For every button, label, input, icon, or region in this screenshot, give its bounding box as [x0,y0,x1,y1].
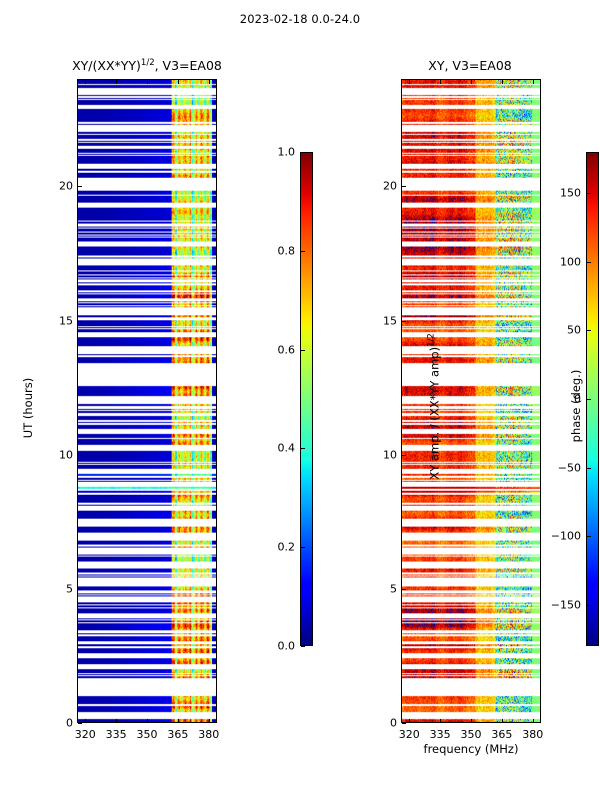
x-tick-mark [440,719,442,723]
x-tick-mark [471,719,472,723]
amplitude-colorbar-label-exponent: 1/2 [426,333,437,347]
colorbar-tick-mark [587,536,591,538]
y-tick-mark [402,588,406,590]
y-axis-label: UT (hours) [21,377,35,439]
y-tick-label: 20 [59,179,73,193]
colorbar-tick-label: 0.8 [277,244,296,258]
colorbar-tick-label: 0.6 [277,343,296,357]
phase-colorbar[interactable] [586,152,599,646]
y-tick-mark [78,320,82,322]
colorbar-tick-mark [587,193,591,195]
colorbar-tick-mark [301,547,305,549]
colorbar-tick-label: 1.0 [277,145,296,159]
x-axis-label: frequency (MHz) [423,742,519,756]
x-tick-mark-top [409,80,411,84]
x-tick-mark [147,719,148,723]
colorbar-tick-label: −150 [550,598,581,612]
x-tick-mark [85,719,87,723]
y-tick-mark [78,723,82,724]
colorbar-tick-mark [301,448,305,450]
y-tick-label: 5 [66,582,73,596]
colorbar-tick-label: 0 [574,392,581,406]
x-tick-mark [501,719,503,723]
colorbar-tick-mark [587,399,591,400]
colorbar-tick-label: 150 [560,186,581,200]
x-tick-label: 380 [522,728,544,741]
x-tick-mark-top [532,80,534,84]
y-tick-mark [78,588,82,590]
x-tick-mark-top [116,80,118,84]
x-tick-mark-top [471,80,472,84]
x-tick-mark-top [147,80,148,84]
left-panel-title-tail: , V3=EA08 [154,58,222,74]
colorbar-tick-mark [301,349,305,351]
colorbar-tick-label: 0.2 [277,540,296,554]
colorbar-tick-label: 0.0 [277,639,296,653]
x-tick-label: 320 [74,728,96,741]
colorbar-tick-label: −50 [557,461,581,475]
x-tick-mark-top [501,80,503,84]
colorbar-tick-mark [587,330,591,332]
y-tick-label: 10 [59,448,73,462]
left-panel-title: XY/(XX*YY)1/2, V3=EA08 [7,58,287,73]
x-tick-label: 350 [460,728,482,741]
x-tick-label: 380 [198,728,220,741]
x-tick-label: 335 [105,728,127,741]
x-tick-label: 365 [167,728,189,741]
x-tick-mark [208,719,210,723]
colorbar-tick-mark [587,467,591,469]
right-panel-title: XY, V3=EA08 [428,58,512,73]
x-tick-mark [177,719,179,723]
colorbar-tick-mark [301,646,305,647]
left-panel-title-exponent: 1/2 [140,58,155,68]
x-tick-mark-top [208,80,210,84]
phase-heatmap-image [402,80,540,722]
colorbar-tick-mark [301,250,305,252]
amplitude-heatmap-image [78,80,216,722]
y-tick-mark [402,320,406,322]
x-tick-label: 350 [136,728,158,741]
x-tick-mark-top [440,80,442,84]
amplitude-colorbar-label: XY amp. / (XX*YY amp)1/2 [427,241,442,571]
x-tick-mark [532,719,534,723]
x-tick-mark-top [177,80,179,84]
x-tick-label: 320 [398,728,420,741]
y-tick-label: 15 [59,314,73,327]
amplitude-heatmap-axes[interactable] [77,79,217,723]
figure-suptitle: 2023-02-18 0.0-24.0 [239,12,361,26]
phase-heatmap-axes[interactable] [401,79,541,723]
colorbar-tick-mark [587,261,591,263]
colorbar-tick-label: 50 [567,323,581,337]
y-tick-label: 20 [383,179,397,193]
phase-colorbar-gradient [587,153,598,645]
amplitude-colorbar-gradient [301,153,312,645]
amplitude-colorbar[interactable] [300,152,313,646]
y-tick-mark [402,186,406,188]
y-tick-mark [78,186,82,188]
colorbar-tick-mark [587,604,591,606]
colorbar-tick-label: 100 [560,255,581,269]
x-tick-label: 335 [429,728,451,741]
y-tick-label: 0 [66,716,73,730]
colorbar-tick-label: −100 [550,529,581,543]
y-tick-label: 5 [390,582,397,596]
amplitude-colorbar-label-main: XY amp. / (XX*YY amp) [427,346,442,480]
colorbar-tick-mark [301,152,305,153]
y-tick-mark [402,454,406,456]
y-tick-label: 0 [390,716,397,730]
left-panel-title-main: XY/(XX*YY) [72,58,141,74]
x-tick-mark [116,719,118,723]
x-tick-label: 365 [491,728,513,741]
y-tick-mark [78,454,82,456]
x-tick-mark [409,719,411,723]
x-tick-mark-top [85,80,87,84]
colorbar-tick-label: 0.4 [277,441,296,455]
y-tick-label: 10 [383,448,397,462]
y-tick-label: 15 [383,314,397,327]
y-tick-mark [402,723,406,724]
